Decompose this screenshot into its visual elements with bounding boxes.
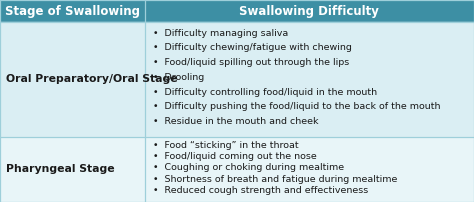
Text: •  Difficulty controlling food/liquid in the mouth: • Difficulty controlling food/liquid in … [153,87,377,97]
Text: Pharyngeal Stage: Pharyngeal Stage [6,164,115,175]
Text: •  Coughing or choking during mealtime: • Coughing or choking during mealtime [153,163,344,172]
Text: •  Food “sticking” in the throat: • Food “sticking” in the throat [153,141,298,150]
Text: Swallowing Difficulty: Swallowing Difficulty [239,4,379,18]
Text: •  Difficulty pushing the food/liquid to the back of the mouth: • Difficulty pushing the food/liquid to … [153,102,440,111]
Text: •  Drooling: • Drooling [153,73,204,82]
Bar [0,0,474,22]
Text: •  Food/liquid coming out the nose: • Food/liquid coming out the nose [153,152,316,161]
Text: •  Difficulty managing saliva: • Difficulty managing saliva [153,28,288,38]
Text: •  Food/liquid spilling out through the lips: • Food/liquid spilling out through the l… [153,58,349,67]
Text: •  Reduced cough strength and effectiveness: • Reduced cough strength and effectivene… [153,186,368,195]
Text: •  Difficulty chewing/fatigue with chewing: • Difficulty chewing/fatigue with chewin… [153,43,351,52]
Text: Stage of Swallowing: Stage of Swallowing [5,4,140,18]
Text: •  Residue in the mouth and cheek: • Residue in the mouth and cheek [153,117,318,126]
Text: Oral Preparatory/Oral Stage: Oral Preparatory/Oral Stage [6,75,178,84]
Bar [0,137,474,202]
Bar [0,22,474,137]
Text: •  Shortness of breath and fatigue during mealtime: • Shortness of breath and fatigue during… [153,175,397,184]
